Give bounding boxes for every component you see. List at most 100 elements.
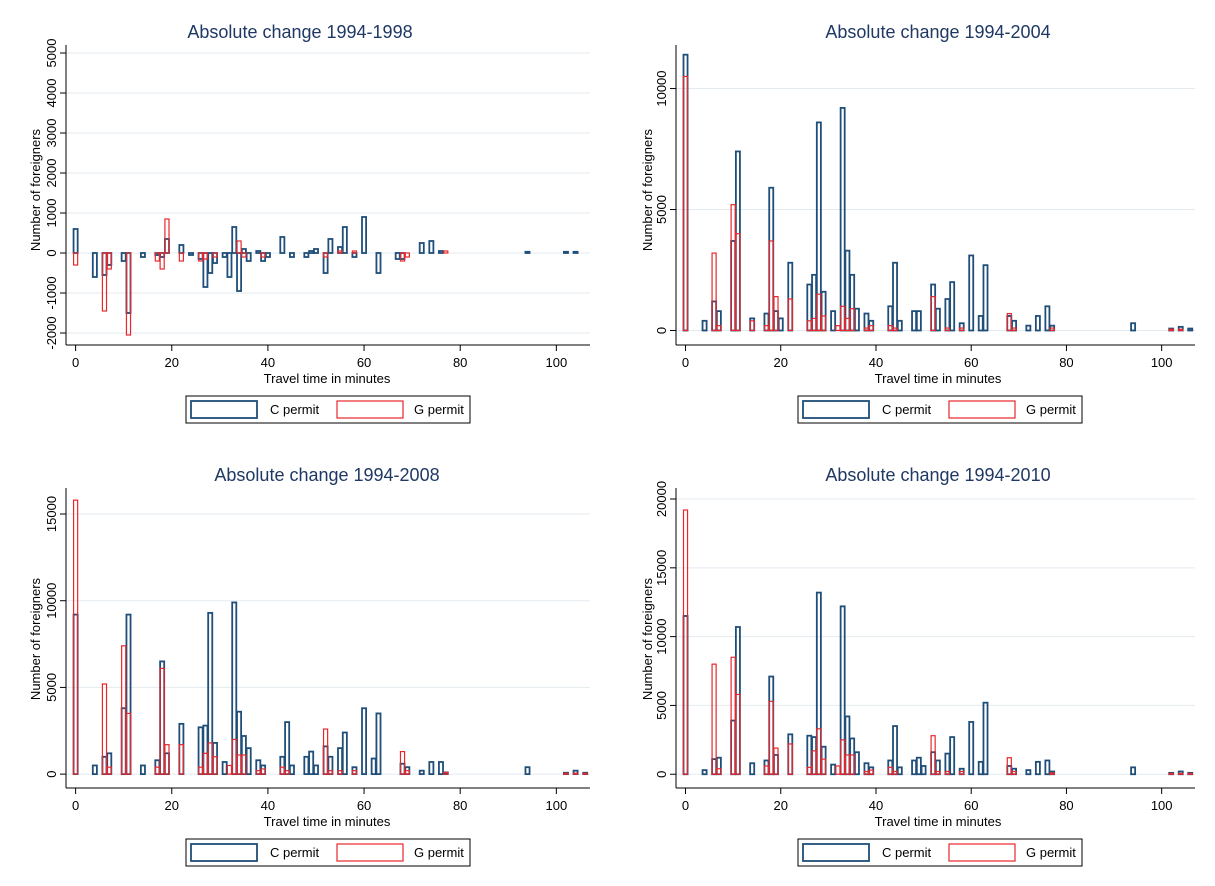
bar-c-permit [370,757,377,776]
bar-g-permit [849,754,855,775]
bar-g-permit [806,766,812,775]
bar-c-permit [375,252,382,274]
chart-legend[interactable]: C permit G permit [185,838,471,867]
bar-c-permit [1034,760,1041,776]
legend-swatch-c-permit [190,400,258,419]
bar-c-permit [226,252,233,278]
bar-g-permit [399,750,406,775]
legend-label-c-permit: C permit [882,845,932,860]
bar-g-permit [279,766,285,775]
bar-c-permit [207,252,214,274]
bar-c-permit [930,751,937,776]
bar-c-permit [1006,315,1013,332]
y-tick-label: 20000 [654,481,669,517]
bar-g-permit [959,770,965,775]
x-axis-label: Travel time in minutes [875,814,1002,829]
bar-g-permit [892,327,898,332]
bar-c-permit [72,613,79,776]
bar-c-permit [260,764,267,776]
bar-c-permit [849,737,856,776]
bar-c-permit [438,761,444,776]
bar-c-permit [854,751,860,776]
bar-g-permit [840,739,846,775]
legend-label-g-permit: G permit [1026,845,1076,860]
bar-c-permit [934,759,941,776]
y-tick-label: 15000 [44,496,59,532]
y-tick-label: 5000 [44,39,59,68]
bar-c-permit [911,759,917,776]
bar-g-permit [735,693,741,775]
bar-c-permit [949,281,956,332]
bar-c-permit [428,240,435,254]
x-axis-label: Travel time in minutes [875,371,1002,386]
bar-c-permit [682,53,689,332]
bar-c-permit [815,121,822,332]
bar-g-permit [101,252,108,312]
bar-c-permit [264,252,271,258]
bar-g-permit [1187,772,1193,775]
bar-g-permit [106,252,112,270]
bar-c-permit [279,755,286,776]
chart-legend[interactable]: C permit G permit [185,395,471,424]
bar-c-permit [1130,322,1137,332]
y-tick-label: 10000 [654,619,669,655]
bar-g-permit [1178,328,1184,332]
bar-c-permit [682,615,689,776]
bar-c-permit [711,758,718,776]
chart-panel-1994-2008: Absolute change 1994-2008 Number of fore… [0,443,607,886]
bar-g-permit [835,765,841,775]
chart-legend[interactable]: C permit G permit [797,395,1083,424]
bar-c-permit [892,725,898,776]
bar-g-permit [351,250,358,254]
bar-g-permit [284,770,290,775]
x-tick-label: 40 [261,355,275,370]
x-axis-label: Travel time in minutes [264,814,391,829]
y-axis-label: Number of foreigners [28,577,43,700]
bar-c-permit [896,319,903,332]
bar-c-permit [911,310,917,332]
bar-c-permit [337,246,343,254]
bar-c-permit [934,307,941,332]
bar-c-permit [968,721,975,776]
bar-c-permit [197,252,204,260]
bar-c-permit [949,736,956,776]
chart-svg-1994-2008: Absolute change 1994-2008 Number of fore… [28,465,590,867]
bar-c-permit [288,764,295,776]
bar-g-permit [844,317,851,332]
bar-g-permit [935,770,941,775]
bar-c-permit [915,756,922,776]
bar-c-permit [303,252,310,258]
bar-c-permit [749,762,756,776]
bar-g-permit [768,700,774,775]
chart-legend[interactable]: C permit G permit [797,838,1083,867]
bar-g-permit [327,770,334,775]
x-tick-label: 100 [545,798,567,813]
bar-g-permit [159,667,165,775]
y-tick-label: 0 [44,771,59,778]
bar-c-permit [91,764,98,776]
bar-c-permit [811,273,818,332]
bar-g-permit [868,769,874,775]
bar-c-permit [120,707,127,776]
bar-c-permit [236,710,243,776]
bar-g-permit [1006,312,1012,332]
bar-g-permit [154,252,160,262]
bar-c-permit [524,250,531,254]
bar-g-permit [768,240,774,332]
x-tick-label: 20 [165,355,179,370]
bar-c-permit [120,252,127,262]
bar-g-permit [711,252,717,332]
bar-g-permit [1168,772,1174,775]
y-tick-label: 0 [654,771,669,778]
bar-g-permit [749,320,755,332]
bar-c-permit [72,228,79,254]
bar-c-permit [240,248,247,254]
bar-c-permit [896,766,903,776]
bar-c-permit [524,766,531,776]
bar-c-permit [255,250,262,254]
x-tick-label: 80 [453,798,467,813]
bar-c-permit [854,307,860,332]
bar-g-permit [337,770,343,775]
bar-c-permit [915,310,922,332]
bar-c-permit [303,755,310,776]
